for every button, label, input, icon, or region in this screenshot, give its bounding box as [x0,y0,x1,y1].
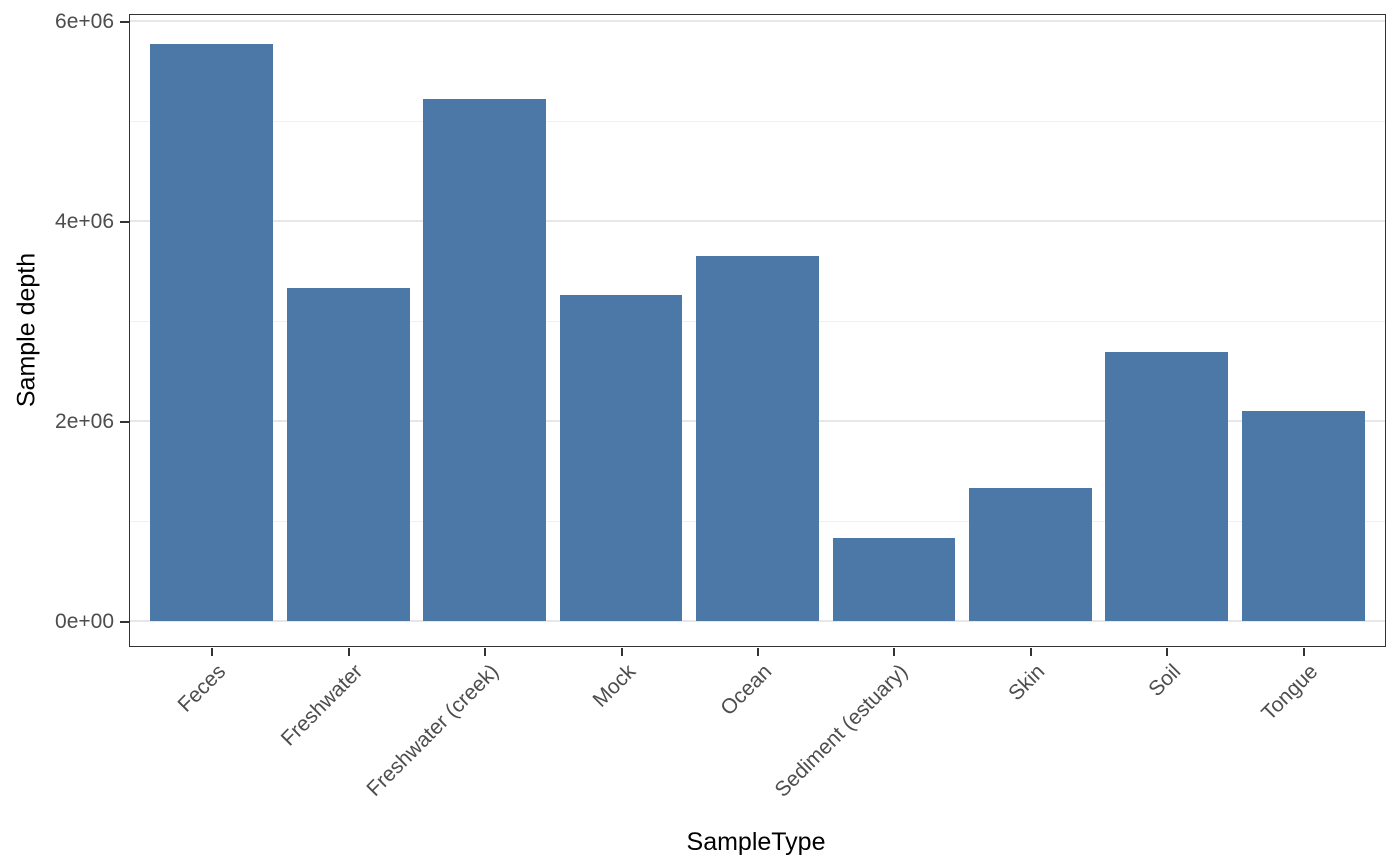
y-tick [120,220,129,223]
bar-feces [150,44,274,621]
bar-ocean [696,256,819,621]
y-tick-label: 6e+06 [55,9,114,33]
x-axis-title: SampleType [686,828,826,856]
y-tick-label: 0e+00 [55,609,114,633]
x-tick [347,648,350,656]
y-tick [120,20,129,23]
gridline-major [130,620,1385,622]
y-tick [120,620,129,623]
gridline-major [130,20,1385,22]
x-tick [893,648,896,656]
bar-sediment-estuary [832,538,956,621]
x-tick [1302,648,1305,656]
gridline-minor [130,120,1385,122]
gridline-major [130,220,1385,222]
y-tick-label: 4e+06 [55,209,114,233]
y-tick-label: 2e+06 [55,409,114,433]
x-tick [484,648,487,656]
y-tick [120,420,129,423]
plot-panel [129,14,1386,647]
x-tick [1029,648,1032,656]
x-tick [211,648,214,656]
bar-freshwater [286,288,410,621]
bar-soil [1105,352,1229,621]
y-axis-title: Sample depth [12,252,41,408]
x-tick [757,648,759,656]
bar-tongue [1241,411,1365,621]
bar-freshwater-creek [423,99,547,621]
x-tick [620,648,623,656]
x-tick [1166,648,1169,656]
bar-skin [968,488,1092,621]
bar-mock [559,295,683,621]
